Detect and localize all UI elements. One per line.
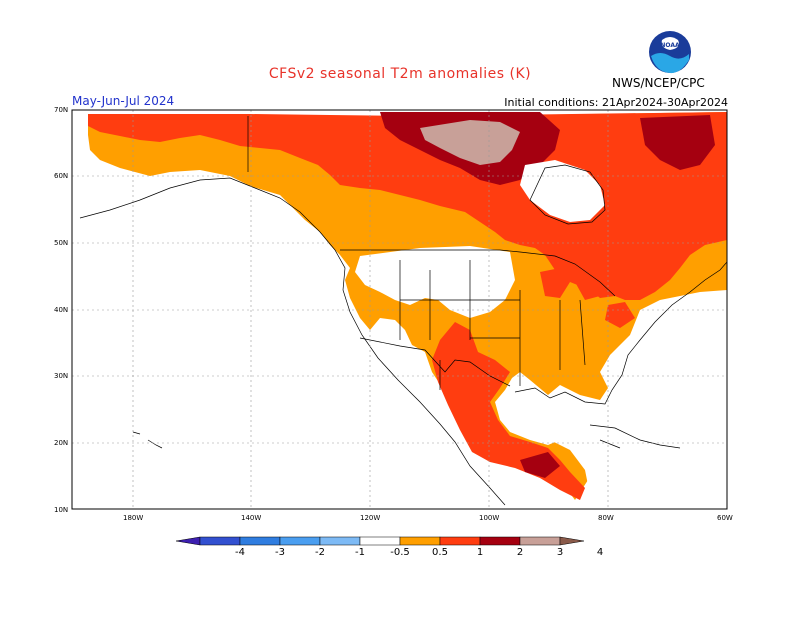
colorbar-end-high: [559, 536, 585, 546]
svg-text:NOAA: NOAA: [660, 42, 680, 49]
colorbar-tick-label: 2: [516, 547, 524, 558]
colorbar-swatch: [279, 536, 321, 546]
colorbar-swatch: [319, 536, 361, 546]
map-frame: [71, 109, 728, 510]
colorbar-tick-label: 3: [556, 547, 564, 558]
lon-label: 100W: [479, 514, 499, 522]
anomaly-region-1-2: [88, 112, 727, 300]
longitude-labels: 180W 140W 120W 100W 80W 60W: [123, 514, 733, 522]
colorbar-swatch: [519, 536, 561, 546]
lat-label: 50N: [54, 239, 68, 247]
coastlines: [79, 116, 727, 506]
initial-conditions-label: Initial conditions: 21Apr2024-30Apr2024: [504, 96, 728, 109]
season-label: May-Jun-Jul 2024: [72, 94, 175, 108]
anomaly-region-2-3: [520, 452, 560, 478]
atlantic-gulf: [500, 292, 727, 509]
lat-label: 20N: [54, 439, 68, 447]
colorbar-swatch: [439, 536, 481, 546]
colorbar-swatch: [479, 536, 521, 546]
lat-label: 30N: [54, 372, 68, 380]
colorbar-end-low: [175, 536, 201, 546]
agency-label: NWS/NCEP/CPC: [612, 76, 705, 90]
lat-label: 10N: [54, 506, 68, 514]
lon-label: 120W: [360, 514, 380, 522]
anomaly-region-3-4: [420, 120, 520, 165]
colorbar-tick-label: -1: [355, 547, 365, 558]
lon-label: 60W: [717, 514, 733, 522]
anomaly-region-1-2: [540, 268, 635, 328]
lat-label: 60N: [54, 172, 68, 180]
lat-label: 40N: [54, 306, 68, 314]
colorbar-swatch: [359, 536, 401, 546]
lat-label: 70N: [54, 106, 68, 114]
latitude-labels: 70N 60N 50N 40N 30N 20N 10N: [54, 106, 68, 514]
colorbar-tick-label: 4: [596, 547, 604, 558]
colorbar-swatch: [239, 536, 281, 546]
colorbar-tick-label: -0.5: [390, 547, 410, 558]
colorbar-tick-label: -4: [235, 547, 245, 558]
graticule: [72, 110, 727, 509]
colorbar-tick-label: -2: [315, 547, 325, 558]
colorbar-tick-label: -3: [275, 547, 285, 558]
colorbar-swatch: [199, 536, 241, 546]
anomaly-fields: [72, 112, 727, 509]
colorbar: [175, 536, 585, 546]
lon-label: 180W: [123, 514, 143, 522]
anomaly-region-2-3: [640, 115, 715, 170]
pacific-ocean: [72, 160, 510, 509]
lon-label: 140W: [241, 514, 261, 522]
colorbar-tick-label: 0.5: [432, 547, 448, 558]
colorbar-tick-label: 1: [476, 547, 484, 558]
lon-label: 80W: [598, 514, 614, 522]
chart-title: CFSv2 seasonal T2m anomalies (K): [268, 66, 532, 82]
noaa-logo: NOAA: [648, 30, 692, 74]
colorbar-swatch: [399, 536, 441, 546]
